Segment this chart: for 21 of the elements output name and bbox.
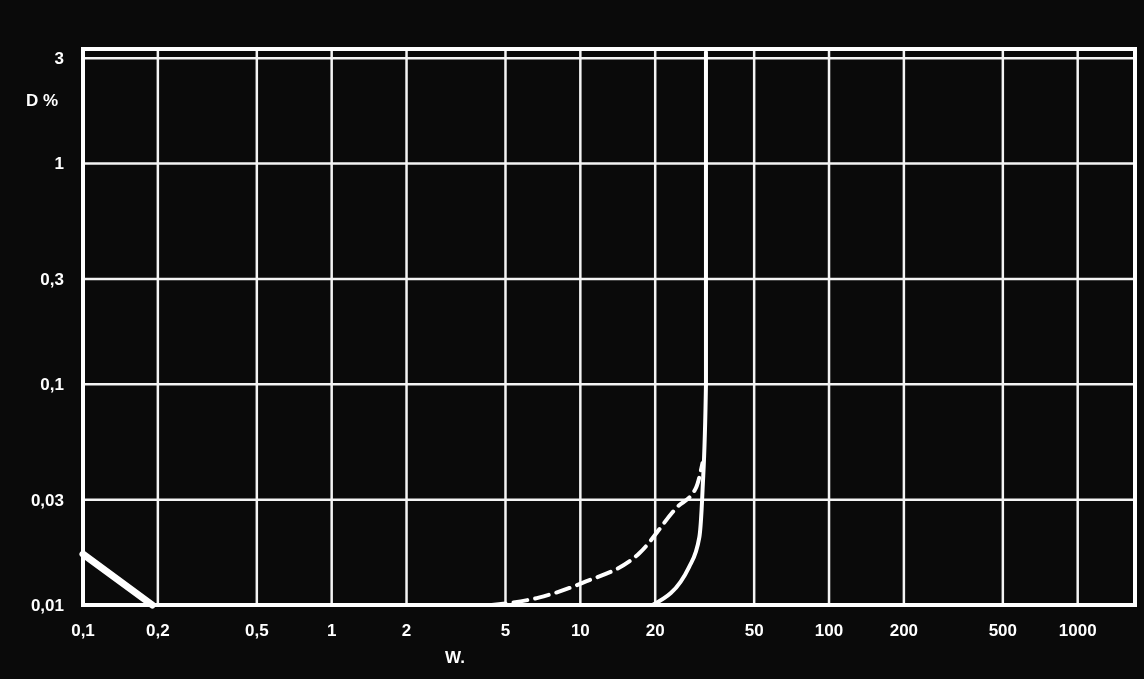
x-tick-label: 1000 bbox=[1058, 621, 1097, 640]
y-tick-label: 1 bbox=[54, 154, 64, 174]
y-tick-label: 0,3 bbox=[40, 269, 64, 289]
x-tick-label: 10 bbox=[570, 621, 590, 640]
x-tick-label: 0,1 bbox=[71, 621, 95, 640]
y-tick-label: 0,01 bbox=[30, 596, 64, 615]
y-tick-label: 3 bbox=[54, 49, 64, 69]
y-axis-title: D % bbox=[25, 91, 58, 110]
x-tick-label: 2 bbox=[401, 621, 412, 640]
x-tick-label: 5 bbox=[500, 621, 511, 640]
x-tick-label: 20 bbox=[645, 621, 665, 640]
x-tick-label: 50 bbox=[744, 621, 764, 640]
x-tick-label: 1 bbox=[326, 621, 337, 640]
x-tick-label: 0,5 bbox=[244, 621, 269, 640]
x-tick-label: 500 bbox=[988, 621, 1018, 640]
x-tick-label: 200 bbox=[889, 621, 919, 640]
x-tick-label: 0,2 bbox=[146, 621, 170, 640]
y-tick-label: 0,03 bbox=[30, 490, 64, 510]
y-tick-label: 0,1 bbox=[40, 375, 64, 395]
x-tick-label: 100 bbox=[814, 621, 844, 640]
x-axis-title: W. bbox=[445, 648, 465, 667]
